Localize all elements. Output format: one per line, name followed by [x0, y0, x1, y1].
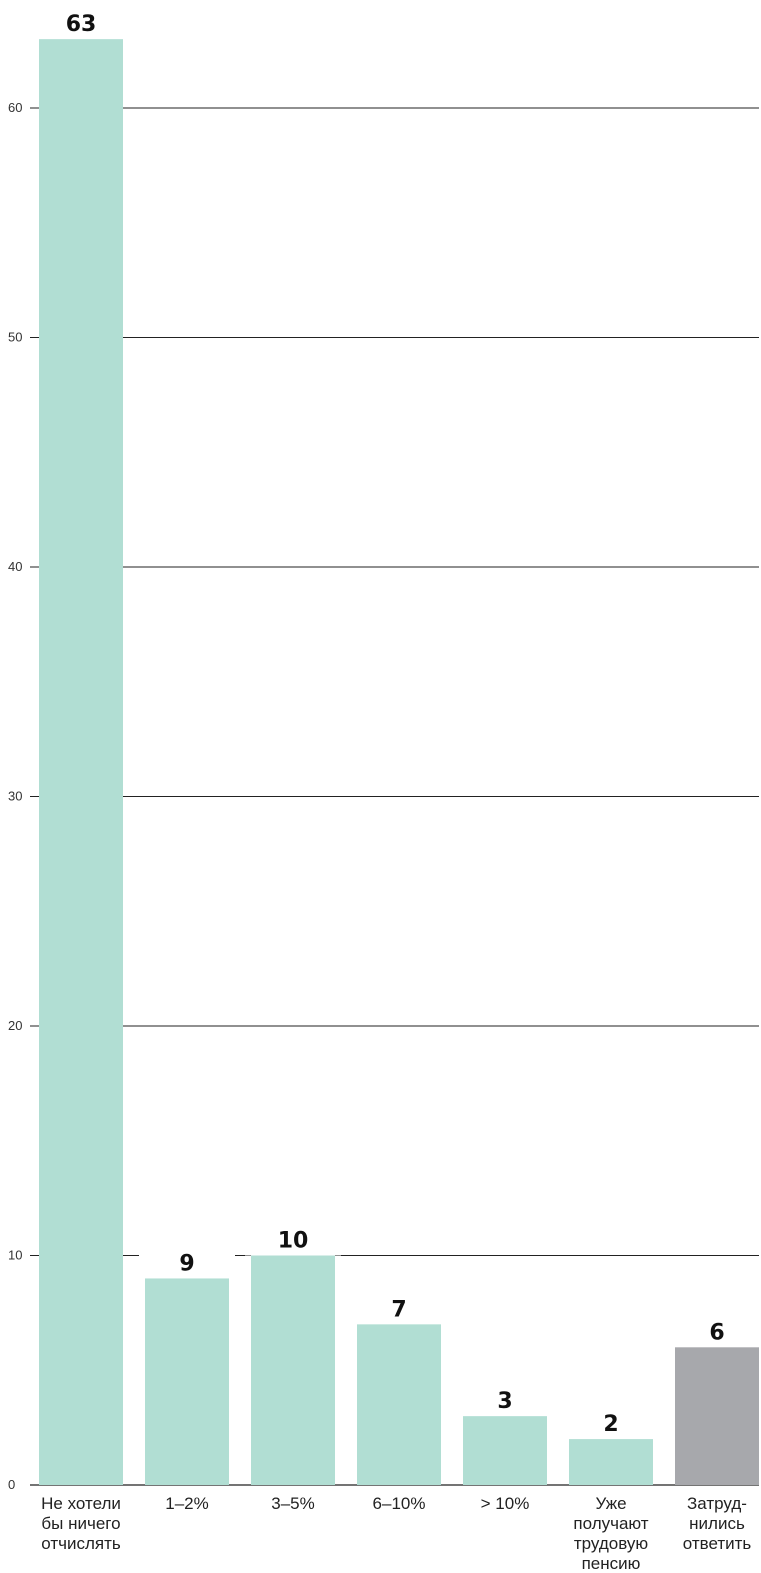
category-label-2: 3–5% [271, 1494, 314, 1513]
category-label-1: 1–2% [165, 1494, 208, 1513]
category-label-4: > 10% [481, 1494, 530, 1513]
bar-6 [675, 1347, 759, 1485]
value-label-bg-2 [245, 1225, 341, 1256]
bar-5 [569, 1439, 653, 1485]
bar-layer [33, 9, 761, 1485]
value-label-bg-5 [563, 1409, 659, 1440]
category-label-5-line-2: трудовую [574, 1534, 649, 1553]
category-label-1-line-0: 1–2% [165, 1494, 208, 1513]
bar-1 [145, 1278, 229, 1485]
value-label-0: 63 [66, 12, 97, 37]
y-tick-label-10: 10 [8, 1248, 22, 1263]
category-label-2-line-0: 3–5% [271, 1494, 314, 1513]
value-label-bg-6 [669, 1317, 761, 1348]
category-label-0-line-0: Не хотели [41, 1494, 121, 1513]
value-label-bg-4 [457, 1386, 553, 1417]
category-label-6: Затруд-нились ответить [683, 1494, 752, 1553]
category-label-3: 6–10% [373, 1494, 426, 1513]
category-label-5-line-3: пенсию [582, 1554, 641, 1573]
category-label-0: Не хотели бы ничего отчислять [41, 1494, 121, 1553]
value-label-5: 2 [603, 1412, 618, 1437]
bar-4 [463, 1416, 547, 1485]
category-label-6-line-2: ответить [683, 1534, 752, 1553]
category-label-4-line-0: > 10% [481, 1494, 530, 1513]
value-label-bg-1 [139, 1248, 235, 1279]
category-label-6-line-1: нились [689, 1514, 745, 1533]
bar-0 [39, 39, 123, 1485]
value-label-2: 10 [278, 1229, 309, 1254]
value-label-bg-0 [33, 9, 129, 40]
value-label-1: 9 [179, 1251, 194, 1276]
y-tick-label-30: 30 [8, 789, 22, 804]
y-tick-label-60: 60 [8, 100, 22, 115]
bar-2 [251, 1255, 335, 1485]
category-label-5-line-1: получают [573, 1514, 648, 1533]
y-tick-label-0: 0 [8, 1477, 15, 1492]
category-label-5: Уже получают трудовую пенсию [573, 1494, 648, 1573]
category-label-3-line-0: 6–10% [373, 1494, 426, 1513]
y-tick-label-20: 20 [8, 1018, 22, 1033]
category-label-0-line-2: отчислять [41, 1534, 121, 1553]
bar-3 [357, 1324, 441, 1485]
category-label-0-line-1: бы ничего [41, 1514, 120, 1533]
category-label-5-line-0: Уже [595, 1494, 626, 1513]
y-tick-label-40: 40 [8, 559, 22, 574]
value-label-6: 6 [709, 1320, 724, 1345]
value-label-bg-3 [351, 1294, 447, 1325]
y-tick-label-50: 50 [8, 330, 22, 345]
value-label-4: 3 [497, 1389, 512, 1414]
value-label-3: 7 [391, 1297, 406, 1322]
category-label-6-line-0: Затруд- [687, 1494, 747, 1513]
